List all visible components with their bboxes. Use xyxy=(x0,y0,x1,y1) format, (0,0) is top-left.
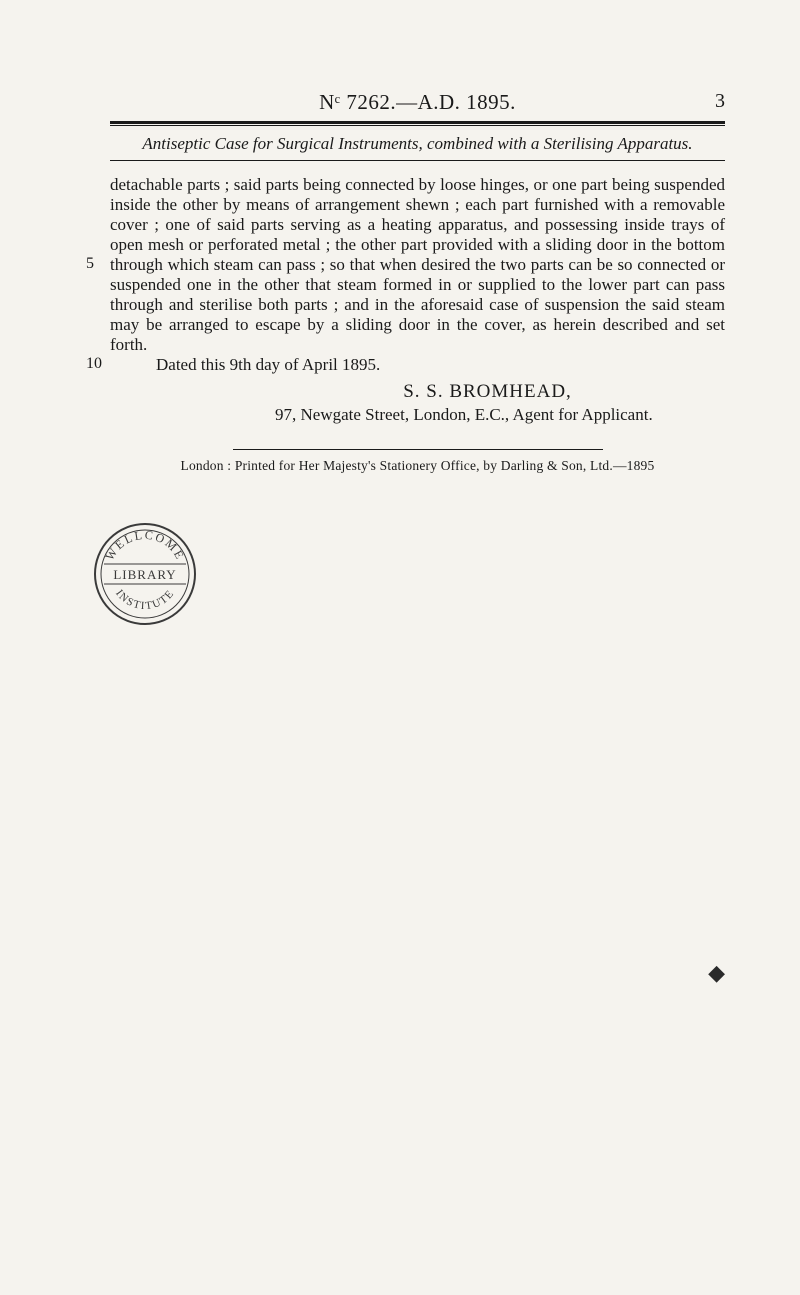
body-text-block: 5 10 detachable parts ; said parts being… xyxy=(110,175,725,375)
page-number: 3 xyxy=(715,90,725,113)
diamond-ornament: ◆ xyxy=(708,960,725,986)
signature-address: 97, Newgate Street, London, E.C., Agent … xyxy=(275,405,725,425)
line-number-5: 5 xyxy=(86,255,94,273)
signature-name: S. S. BROMHEAD, xyxy=(250,381,725,403)
document-subtitle: Antiseptic Case for Surgical Instruments… xyxy=(110,134,725,154)
stamp-bottom-text: INSTITUTE xyxy=(113,588,177,613)
body-paragraph: detachable parts ; said parts being conn… xyxy=(110,175,725,355)
colophon-rule xyxy=(233,449,603,450)
library-stamp: WELLCOME LIBRARY INSTITUTE xyxy=(90,519,725,629)
dated-line: Dated this 9th day of April 1895. xyxy=(110,355,725,375)
line-number-10: 10 xyxy=(86,355,102,373)
document-number: Nᶜ 7262.—A.D. 1895. xyxy=(319,90,516,114)
heavy-rule xyxy=(110,121,725,126)
stamp-mid-text: LIBRARY xyxy=(113,567,176,582)
colophon: London : Printed for Her Majesty's Stati… xyxy=(110,458,725,474)
thin-rule xyxy=(110,160,725,161)
svg-text:INSTITUTE: INSTITUTE xyxy=(113,588,177,613)
